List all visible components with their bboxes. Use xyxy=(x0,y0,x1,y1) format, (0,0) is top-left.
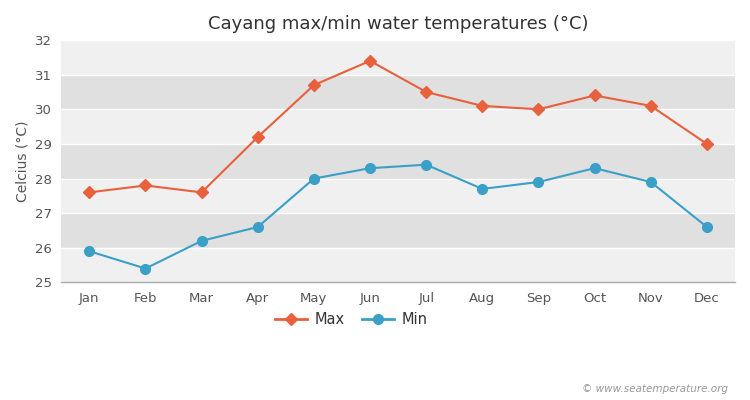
Title: Cayang max/min water temperatures (°C): Cayang max/min water temperatures (°C) xyxy=(208,15,589,33)
Bar xyxy=(62,75,735,109)
Bar xyxy=(62,109,735,144)
Max xyxy=(646,104,656,108)
Bar xyxy=(62,178,735,213)
Min xyxy=(590,166,599,170)
Min xyxy=(646,180,656,184)
Max xyxy=(197,190,206,195)
Min xyxy=(703,224,712,229)
Min xyxy=(478,186,487,191)
Max xyxy=(141,183,150,188)
Min xyxy=(254,224,262,229)
Bar xyxy=(62,40,735,75)
Max xyxy=(534,107,543,112)
Line: Max: Max xyxy=(86,57,711,196)
Line: Min: Min xyxy=(85,160,712,273)
Max xyxy=(365,58,374,63)
Max xyxy=(422,90,430,94)
Max xyxy=(310,83,319,88)
Max xyxy=(478,104,487,108)
Max xyxy=(590,93,599,98)
Min xyxy=(85,249,94,254)
Min xyxy=(310,176,319,181)
Max xyxy=(703,142,712,146)
Text: © www.seatemperature.org: © www.seatemperature.org xyxy=(581,384,728,394)
Min xyxy=(422,162,430,167)
Legend: Max, Min: Max, Min xyxy=(269,306,433,333)
Bar xyxy=(62,144,735,178)
Max xyxy=(254,135,262,140)
Max xyxy=(85,190,94,195)
Min xyxy=(365,166,374,170)
Min xyxy=(197,238,206,243)
Bar xyxy=(62,248,735,282)
Min xyxy=(534,180,543,184)
Bar xyxy=(62,213,735,248)
Y-axis label: Celcius (°C): Celcius (°C) xyxy=(15,120,29,202)
Min xyxy=(141,266,150,271)
